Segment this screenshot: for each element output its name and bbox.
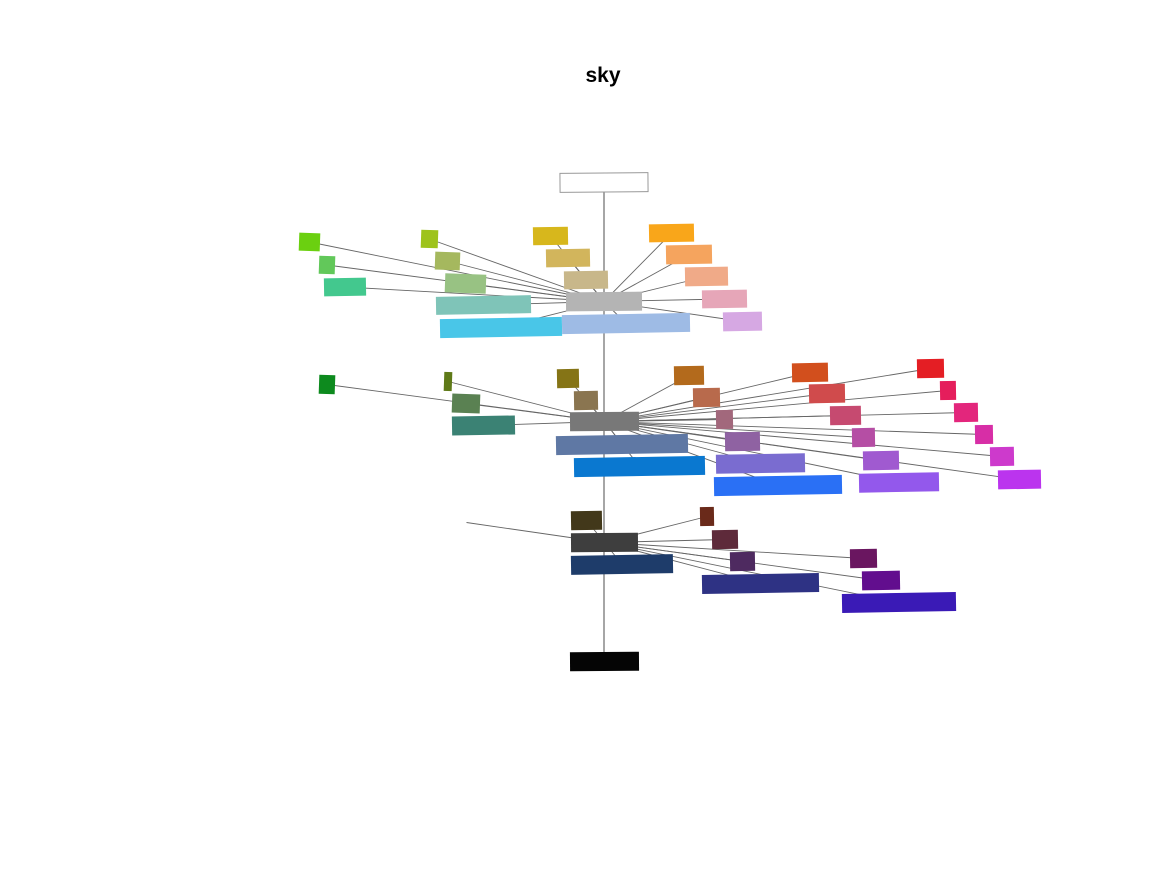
node-m-crimson <box>939 380 957 401</box>
node-m-clay <box>692 387 721 408</box>
diagram-title: sky <box>585 64 620 87</box>
node-t-teal <box>435 295 532 315</box>
node-m-olive <box>443 371 453 392</box>
node-l-maroon <box>699 506 715 527</box>
node-m-orchid <box>851 427 876 448</box>
node-grey-mid <box>569 411 640 432</box>
node-m-mauve <box>715 409 734 430</box>
node-t-peach <box>665 244 713 265</box>
link-t-orange <box>603 232 672 302</box>
link-t-lime <box>309 241 605 302</box>
node-l-ultra <box>841 592 957 613</box>
node-m-fern <box>451 393 481 414</box>
node-grey-low <box>570 532 639 553</box>
node-m-magenta <box>953 402 979 423</box>
node-t-sky <box>439 316 563 339</box>
node-l-navy <box>570 554 674 575</box>
node-m-purple <box>997 469 1042 490</box>
node-t-seafoam <box>323 277 367 297</box>
node-m-slate <box>555 433 689 456</box>
node-m-khaki <box>556 368 580 389</box>
node-t-orange <box>648 223 695 243</box>
node-m-royal <box>713 474 843 497</box>
node-l-umber <box>570 510 603 531</box>
node-m-azure <box>573 455 706 478</box>
node-t-lime <box>298 232 321 252</box>
node-m-brown <box>673 365 705 386</box>
node-m-periwink <box>715 453 806 474</box>
link-m-crimson <box>604 390 949 422</box>
node-m-violet <box>989 446 1015 467</box>
node-white <box>559 172 649 193</box>
node-t-sage <box>444 273 487 294</box>
node-l-grape <box>849 548 878 569</box>
link-l-ultra <box>604 542 900 603</box>
link-l-grape <box>604 542 864 559</box>
node-t-salmon <box>684 266 729 287</box>
node-black <box>569 651 640 672</box>
link-m-red <box>604 368 931 422</box>
node-m-brick <box>808 383 846 404</box>
link-m-magenta <box>604 412 967 422</box>
node-m-mud <box>573 390 599 411</box>
link-m-violet <box>604 421 1003 457</box>
node-grey-top <box>565 291 643 312</box>
link-m-royal <box>604 421 779 486</box>
node-m-plum <box>724 431 761 452</box>
node-t-tan <box>563 270 609 290</box>
node-m-rust <box>791 362 829 383</box>
link-m-brick <box>604 393 828 422</box>
node-layer <box>298 172 1042 672</box>
node-t-green2 <box>318 255 336 275</box>
node-l-eggpl <box>729 551 756 572</box>
node-t-blue <box>561 312 691 335</box>
node-t-mustard <box>532 226 569 246</box>
node-m-red <box>916 358 945 379</box>
link-m-lavender <box>604 421 900 483</box>
node-l-wine <box>711 529 739 550</box>
link-m-orchid <box>604 421 864 438</box>
link-m-purple <box>604 421 1020 480</box>
link-t-seafoam <box>344 286 605 302</box>
node-m-rose <box>829 405 862 426</box>
node-m-green <box>318 374 336 395</box>
node-t-pink <box>701 289 748 309</box>
node-t-ygreen <box>420 229 439 249</box>
node-m-pine <box>451 415 516 436</box>
node-m-lavender <box>858 472 940 493</box>
link-m-fuchsia <box>604 421 985 435</box>
node-m-amethyst <box>862 450 900 471</box>
node-m-fuchsia <box>974 424 994 445</box>
link-layer <box>309 232 1020 603</box>
node-t-olive <box>434 251 461 271</box>
node-t-lilac <box>722 311 763 332</box>
node-t-sand <box>545 248 591 268</box>
node-l-deep <box>701 572 820 595</box>
link-t-ygreen <box>429 238 605 302</box>
node-l-indigo <box>861 570 901 591</box>
